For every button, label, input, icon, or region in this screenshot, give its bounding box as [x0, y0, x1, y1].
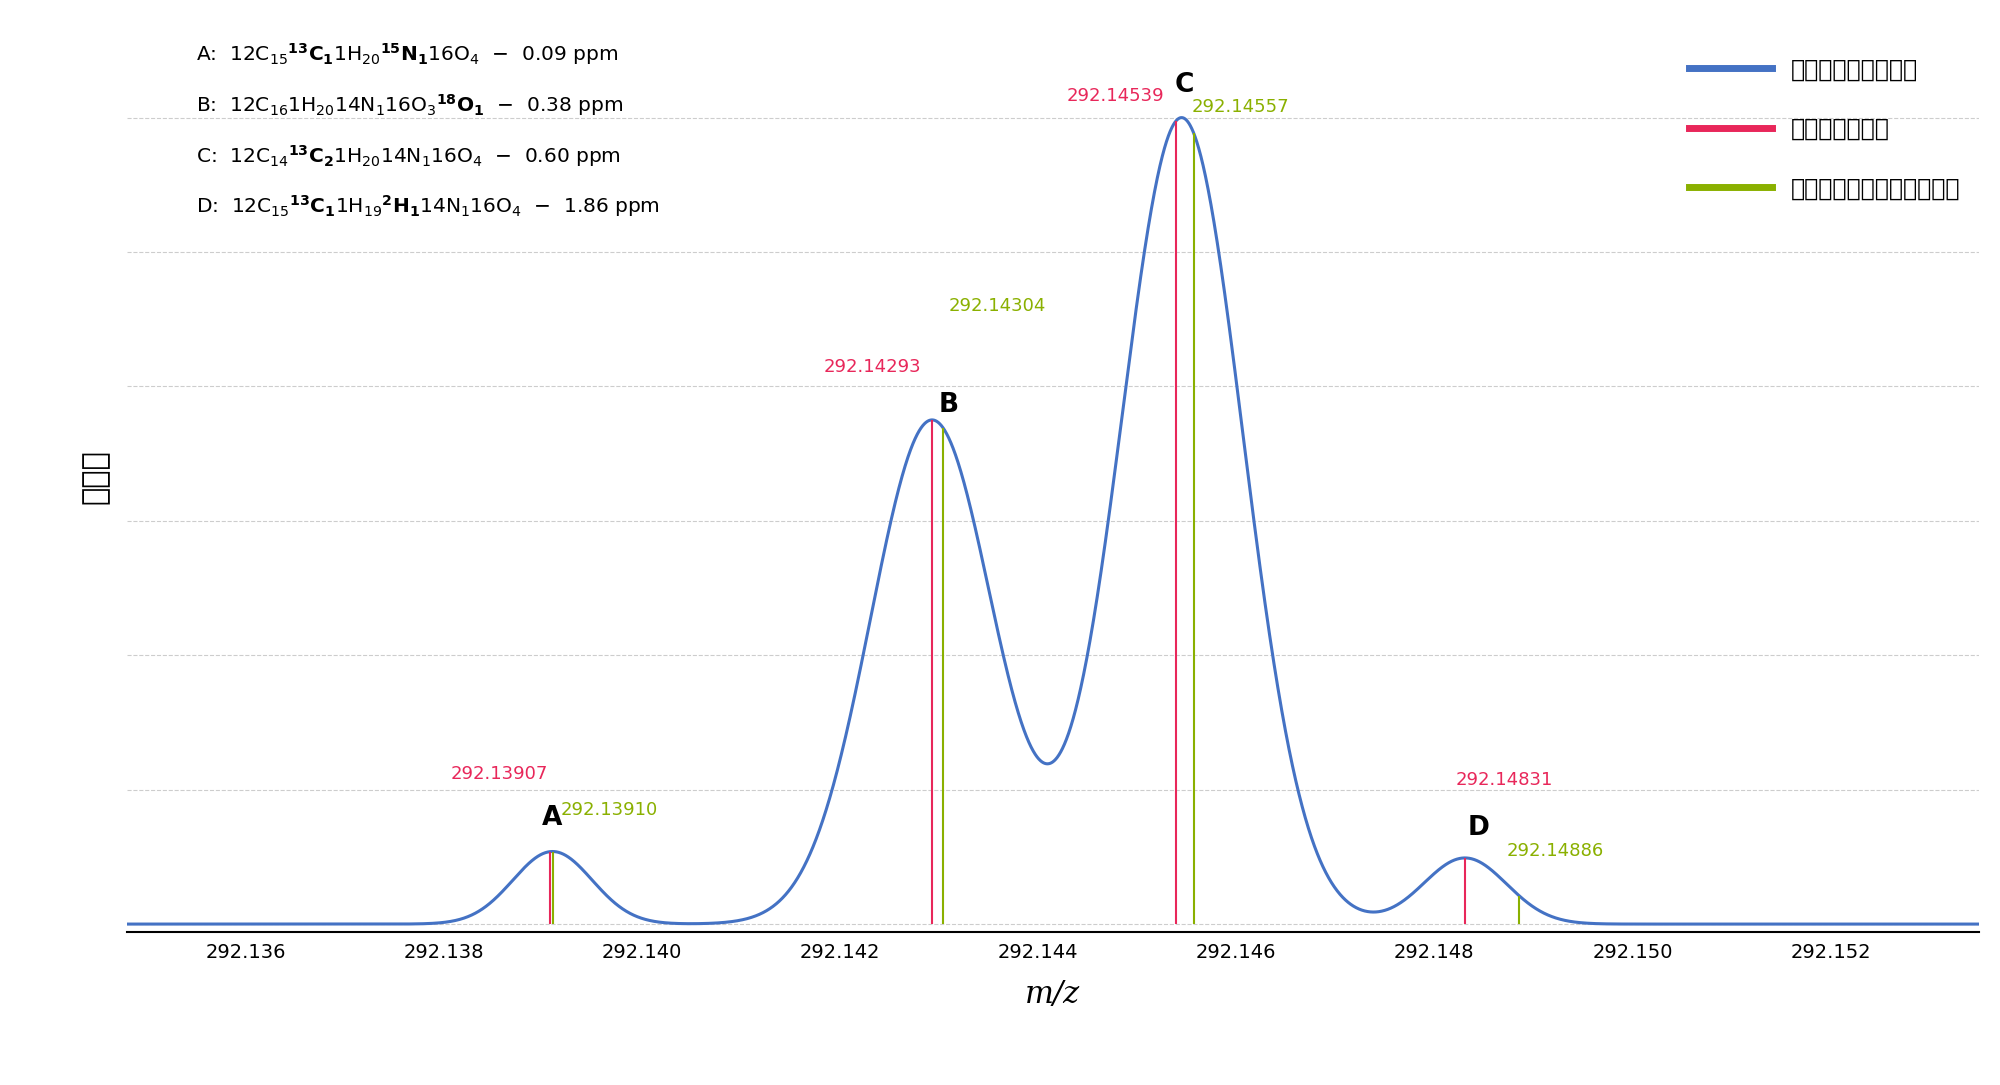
Text: B:  $\mathregular{12C_{16}1H_{20}14N_116O_3}$$\mathbf{{}^{18}O_1}$  $-$  0.38 pp: B: $\mathregular{12C_{16}1H_{20}14N_116O… — [196, 92, 622, 117]
Text: 292.14539: 292.14539 — [1066, 87, 1164, 105]
Text: 292.14831: 292.14831 — [1456, 771, 1554, 790]
Legend: 同位体プロファイル, 同位体パターン, セントロイド生スペクトル: 同位体プロファイル, 同位体パターン, セントロイド生スペクトル — [1680, 48, 1970, 209]
Text: A:  $\mathregular{12C_{15}}$$\mathbf{{}^{13}C_1}$$\mathregular{1H_{20}}$$\mathbf: A: $\mathregular{12C_{15}}$$\mathbf{{}^{… — [196, 41, 618, 67]
Text: 292.13910: 292.13910 — [560, 801, 658, 819]
Text: 292.13907: 292.13907 — [450, 765, 548, 783]
Text: C:  $\mathregular{12C_{14}}$$\mathbf{{}^{13}C_2}$$\mathregular{1H_{20}14N_116O_4: C: $\mathregular{12C_{14}}$$\mathbf{{}^{… — [196, 142, 620, 168]
Text: C: C — [1174, 73, 1194, 99]
Y-axis label: 存在量: 存在量 — [80, 449, 110, 503]
Text: B: B — [938, 392, 958, 418]
Text: D: D — [1468, 815, 1490, 841]
Text: 292.14557: 292.14557 — [1192, 99, 1290, 116]
Text: D:  $\mathregular{12C_{15}}$$\mathbf{{}^{13}C_1}$$\mathregular{1H_{19}}$$\mathbf: D: $\mathregular{12C_{15}}$$\mathbf{{}^{… — [196, 193, 660, 219]
Text: A: A — [542, 805, 562, 831]
Text: 292.14886: 292.14886 — [1506, 842, 1604, 859]
X-axis label: m/z: m/z — [1026, 979, 1080, 1010]
Text: 292.14304: 292.14304 — [948, 296, 1046, 315]
Text: 292.14293: 292.14293 — [824, 358, 922, 375]
